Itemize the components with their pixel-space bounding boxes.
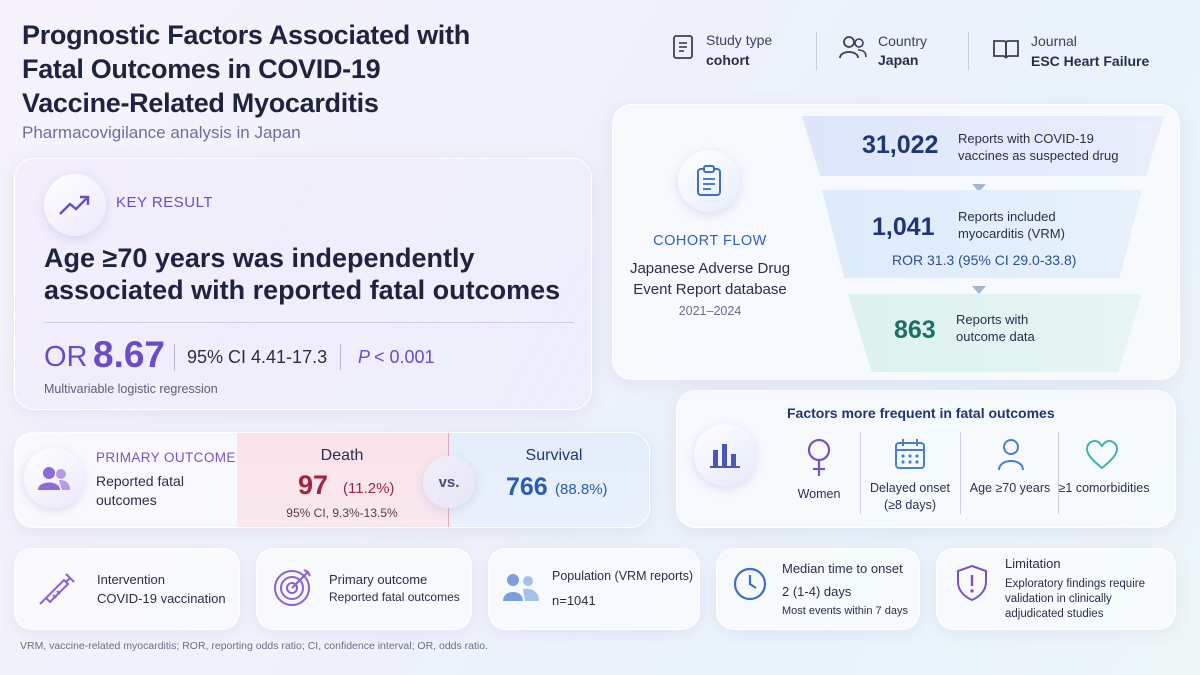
key-result-label: KEY RESULT [116, 194, 213, 211]
key-result-card [14, 158, 592, 410]
method: Multivariable logistic regression [44, 382, 218, 396]
confidence-interval: 95% CI 4.41-17.3 [187, 347, 328, 367]
funnel-step [822, 190, 1142, 278]
separator [968, 32, 969, 70]
card-text: COVID-19 vaccination [97, 591, 226, 606]
data-source: Japanese Adverse Drug Event Report datab… [629, 260, 791, 298]
separator [816, 32, 817, 70]
title: Prognostic Factors Associated with Fatal… [22, 20, 470, 118]
female-icon [807, 438, 831, 476]
step-text: Reports included myocarditis (VRM) [958, 209, 1065, 241]
card-text: 2 (1-4) days [782, 584, 852, 599]
person-icon [998, 439, 1024, 471]
step-note: ROR 31.3 (95% CI 29.0-33.8) [892, 252, 1077, 268]
primary-outcome-card [14, 432, 650, 528]
survival-count: 766 [506, 473, 548, 501]
vs-badge: vs. [423, 456, 475, 508]
card-text: n=1041 [552, 593, 596, 608]
separator [1058, 432, 1059, 514]
info-card [716, 548, 920, 630]
icon-circle [694, 424, 756, 486]
death-label: Death [320, 447, 364, 464]
separator [860, 432, 861, 514]
doc-icon [673, 35, 693, 59]
meta-value: cohort [706, 52, 750, 68]
target-icon [274, 569, 311, 606]
icon-circle [678, 150, 740, 212]
book-icon [993, 40, 1019, 59]
meta-value: Japan [878, 52, 919, 68]
step-text: Reports with outcome data [956, 312, 1035, 344]
meta-value: ESC Heart Failure [1031, 53, 1150, 69]
people-icon [38, 467, 70, 490]
card-text: Exploratory findings require validation … [1005, 578, 1145, 620]
step-count: 863 [894, 316, 936, 344]
people-icon [503, 574, 539, 601]
separator [174, 344, 175, 370]
card-title: Population (VRM reports) [552, 569, 694, 583]
heart-icon [1085, 440, 1119, 470]
primary-outcome-text: Reported fatal outcomes [96, 473, 184, 508]
card-title: Primary outcome [329, 572, 428, 587]
arrow [972, 184, 986, 192]
or-value: 8.67 [93, 334, 166, 375]
factor-item: Delayed onset (≥8 days) [870, 481, 950, 512]
card-title: Median time to onset [782, 561, 903, 576]
p-symbol: P [358, 347, 371, 367]
separator [340, 344, 341, 370]
step-text: Reports with COVID-19 vaccines as suspec… [958, 131, 1119, 163]
death-panel [237, 433, 449, 527]
card-title: Intervention [97, 572, 165, 587]
factor-item: ≥1 comorbidities [1058, 481, 1150, 495]
info-card [256, 548, 472, 630]
icon-circle [44, 174, 106, 236]
icon-circle [24, 448, 84, 508]
subtitle: Pharmacovigilance analysis in Japan [22, 123, 301, 142]
calendar-icon [895, 439, 925, 469]
death-count: 97 [298, 470, 329, 500]
survival-panel [449, 433, 649, 527]
or-label: OR [44, 341, 88, 373]
card-text: Reported fatal outcomes [329, 590, 460, 604]
card-title: Limitation [1005, 556, 1061, 571]
funnel-step [848, 294, 1142, 372]
separator [960, 432, 961, 514]
primary-outcome-label: PRIMARY OUTCOME [96, 450, 236, 465]
clipboard-icon [697, 165, 721, 196]
arrow [972, 286, 986, 294]
divider [44, 322, 574, 323]
syringe-icon [39, 573, 75, 605]
funnel-step [802, 116, 1164, 176]
survival-percent: (88.8%) [555, 481, 608, 498]
factors-title: Factors more frequent in fatal outcomes [787, 405, 1055, 421]
p-value: < 0.001 [374, 347, 435, 367]
trend-icon [59, 195, 90, 215]
info-card [936, 548, 1176, 630]
info-card [14, 548, 240, 630]
step-count: 1,041 [872, 213, 935, 241]
meta-label: Journal [1031, 33, 1077, 49]
factor-item: Women [797, 487, 841, 501]
period: 2021–2024 [678, 304, 742, 318]
death-percent: (11.2%) [343, 480, 395, 497]
card-note: Most events within 7 days [782, 605, 908, 617]
cohort-flow-label: COHORT FLOW [653, 233, 767, 249]
footnote: VRM, vaccine-related myocarditis; ROR, r… [20, 640, 489, 652]
meta-label: Country [878, 33, 928, 49]
factor-item: Age ≥70 years [969, 481, 1051, 495]
death-ci: 95% CI, 9.3%-13.5% [286, 506, 398, 520]
survival-label: Survival [525, 447, 583, 464]
shield-icon [957, 564, 987, 602]
key-statement: Age ≥70 years was independently associat… [44, 243, 561, 305]
bar-icon [710, 444, 740, 468]
clock-icon [733, 567, 767, 601]
people-icon [839, 36, 867, 59]
meta-label: Study type [706, 32, 773, 48]
step-count: 31,022 [862, 131, 939, 159]
